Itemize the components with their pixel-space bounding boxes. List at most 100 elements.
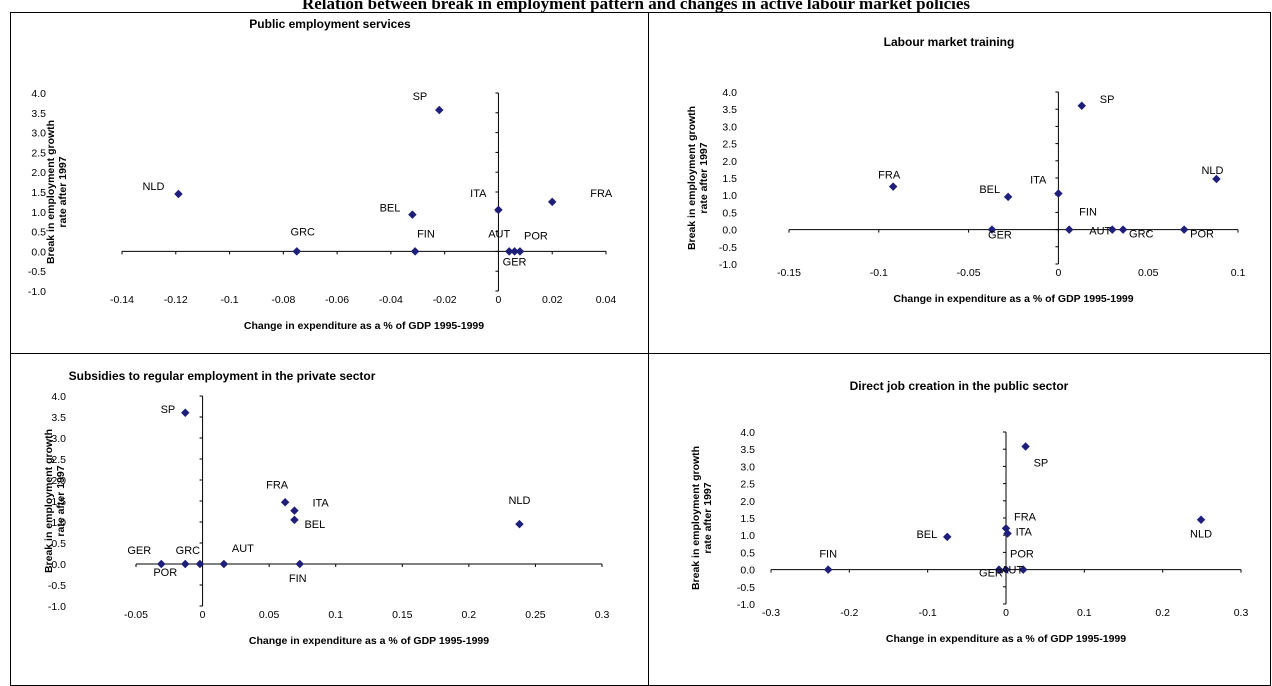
y-axis-label: rate after 1997 bbox=[55, 465, 67, 536]
y-tick-label: 1.5 bbox=[31, 187, 46, 199]
data-point-fin bbox=[295, 559, 305, 569]
y-axis-label: Break in employment growth bbox=[43, 429, 55, 573]
x-tick-label: 0.3 bbox=[595, 609, 610, 621]
point-label-nld: NLD bbox=[508, 495, 530, 507]
y-tick-label: -0.5 bbox=[48, 580, 66, 592]
x-tick-label: 0.2 bbox=[1155, 607, 1170, 619]
x-tick-label: 0.15 bbox=[392, 609, 413, 621]
data-point-sp bbox=[435, 105, 444, 115]
x-tick-label: -0.08 bbox=[271, 294, 295, 306]
data-point-ger bbox=[994, 565, 1004, 574]
data-point-fin bbox=[410, 247, 420, 256]
x-tick-label: 0 bbox=[200, 609, 206, 621]
y-tick-label: 0.5 bbox=[51, 538, 66, 550]
data-point-sp bbox=[1021, 442, 1030, 451]
data-point-bel bbox=[408, 210, 417, 219]
point-label-ita: ITA bbox=[470, 188, 487, 200]
y-axis-label: Break in employment growth bbox=[686, 106, 698, 250]
point-label-bel: BEL bbox=[380, 203, 401, 215]
page-title: Relation between break in employment pat… bbox=[301, 0, 970, 13]
chart-labour-market-training: Labour market training -0.15 -0.1 -0.05 0 0.0… bbox=[686, 35, 1246, 305]
point-label-nld: NLD bbox=[1190, 529, 1212, 541]
data-point-aut bbox=[1018, 565, 1028, 574]
data-point-sp bbox=[1077, 101, 1086, 111]
chart-title: Public employment services bbox=[249, 17, 411, 31]
y-tick-label: -1.0 bbox=[719, 259, 737, 271]
x-tick-label: -0.05 bbox=[124, 609, 148, 621]
y-tick-label: 1.5 bbox=[722, 173, 737, 185]
data-point-fra bbox=[888, 182, 898, 191]
point-label-fra: FRA bbox=[266, 479, 289, 491]
x-tick-label: -0.1 bbox=[919, 607, 937, 619]
x-tick-label: -0.15 bbox=[777, 267, 801, 279]
x-tick-label: 0.1 bbox=[1077, 607, 1092, 619]
point-label-nld: NLD bbox=[1201, 165, 1223, 177]
y-tick-label: 4.0 bbox=[722, 87, 737, 99]
data-point-fra bbox=[547, 197, 557, 207]
point-label-por: POR bbox=[524, 230, 548, 242]
y-tick-label: 3.0 bbox=[740, 461, 755, 473]
point-label-fra: FRA bbox=[878, 170, 901, 182]
y-tick-label: 0.5 bbox=[31, 227, 46, 239]
y-tick-label: 2.0 bbox=[51, 475, 66, 487]
point-label-ger: GER bbox=[127, 545, 151, 557]
chart-direct-job-creation: Direct job creation in the public sector… bbox=[690, 379, 1249, 645]
point-label-sp: SP bbox=[161, 404, 176, 416]
data-point-fin bbox=[823, 565, 833, 574]
panel-divider-horizontal bbox=[10, 353, 1271, 354]
point-label-grc: GRC bbox=[1129, 229, 1154, 241]
point-label-fin: FIN bbox=[289, 573, 307, 585]
point-label-ita: ITA bbox=[1016, 526, 1033, 538]
y-tick-label: 3.0 bbox=[722, 121, 737, 133]
x-tick-label: -0.04 bbox=[379, 294, 403, 306]
x-tick-label: -0.3 bbox=[762, 607, 780, 619]
data-point-ita bbox=[1003, 529, 1012, 538]
point-label-sp: SP bbox=[413, 91, 428, 103]
y-axis-label: rate after 1997 bbox=[702, 482, 714, 553]
point-label-nld: NLD bbox=[142, 181, 164, 193]
point-label-ger: GER bbox=[979, 568, 1003, 580]
y-tick-label: 1.5 bbox=[740, 513, 755, 525]
y-tick-label: 0.5 bbox=[740, 547, 755, 559]
y-axis-label: rate after 1997 bbox=[57, 156, 69, 227]
x-tick-label: -0.14 bbox=[110, 294, 134, 306]
data-point-ger bbox=[510, 247, 519, 256]
y-tick-label: 2.5 bbox=[740, 479, 755, 491]
point-label-bel: BEL bbox=[304, 519, 325, 531]
y-tick-label: 0.0 bbox=[51, 559, 66, 571]
x-tick-label: 0 bbox=[1003, 607, 1009, 619]
x-tick-label: 0.1 bbox=[1231, 267, 1246, 279]
point-label-sp: SP bbox=[1034, 457, 1049, 469]
point-label-fin: FIN bbox=[417, 228, 435, 240]
x-axis-label: Change in expenditure as a % of GDP 1995… bbox=[886, 633, 1126, 645]
y-tick-label: 2.5 bbox=[31, 147, 46, 159]
y-tick-label: -0.5 bbox=[737, 582, 755, 594]
x-axis-label: Change in expenditure as a % of GDP 1995… bbox=[893, 293, 1133, 305]
y-tick-label: -1.0 bbox=[28, 286, 46, 298]
point-label-grc: GRC bbox=[291, 226, 316, 238]
point-label-ger: GER bbox=[988, 230, 1012, 242]
x-tick-label: 0.3 bbox=[1234, 607, 1249, 619]
y-tick-label: 4.0 bbox=[51, 391, 66, 403]
chart-public-employment-services: Public employment services -0.14 -0.12 -0.1… bbox=[28, 17, 616, 332]
x-axis-label: Change in expenditure as a % of GDP 1995… bbox=[244, 320, 484, 332]
x-tick-label: -0.1 bbox=[870, 267, 888, 279]
data-point-ita bbox=[290, 506, 299, 515]
y-tick-label: -1.0 bbox=[737, 599, 755, 611]
y-tick-label: 2.5 bbox=[722, 139, 737, 151]
y-tick-label: 2.0 bbox=[31, 167, 46, 179]
y-tick-label: 1.0 bbox=[740, 530, 755, 542]
x-tick-label: -0.1 bbox=[221, 294, 239, 306]
x-tick-label: 0 bbox=[1055, 267, 1061, 279]
x-tick-label: 0.05 bbox=[1138, 267, 1159, 279]
y-tick-label: 3.5 bbox=[51, 412, 66, 424]
point-label-fra: FRA bbox=[1014, 511, 1037, 523]
x-tick-label: -0.02 bbox=[433, 294, 457, 306]
x-tick-label: 0.2 bbox=[462, 609, 477, 621]
y-tick-label: -1.0 bbox=[48, 601, 66, 613]
point-label-ita: ITA bbox=[1030, 174, 1047, 186]
panel-divider-vertical bbox=[648, 12, 649, 686]
data-point-por bbox=[1179, 225, 1189, 234]
data-point-fra bbox=[280, 498, 290, 507]
chart-subsidies-private-sector: Subsidies to regular employment in the p… bbox=[43, 369, 610, 647]
